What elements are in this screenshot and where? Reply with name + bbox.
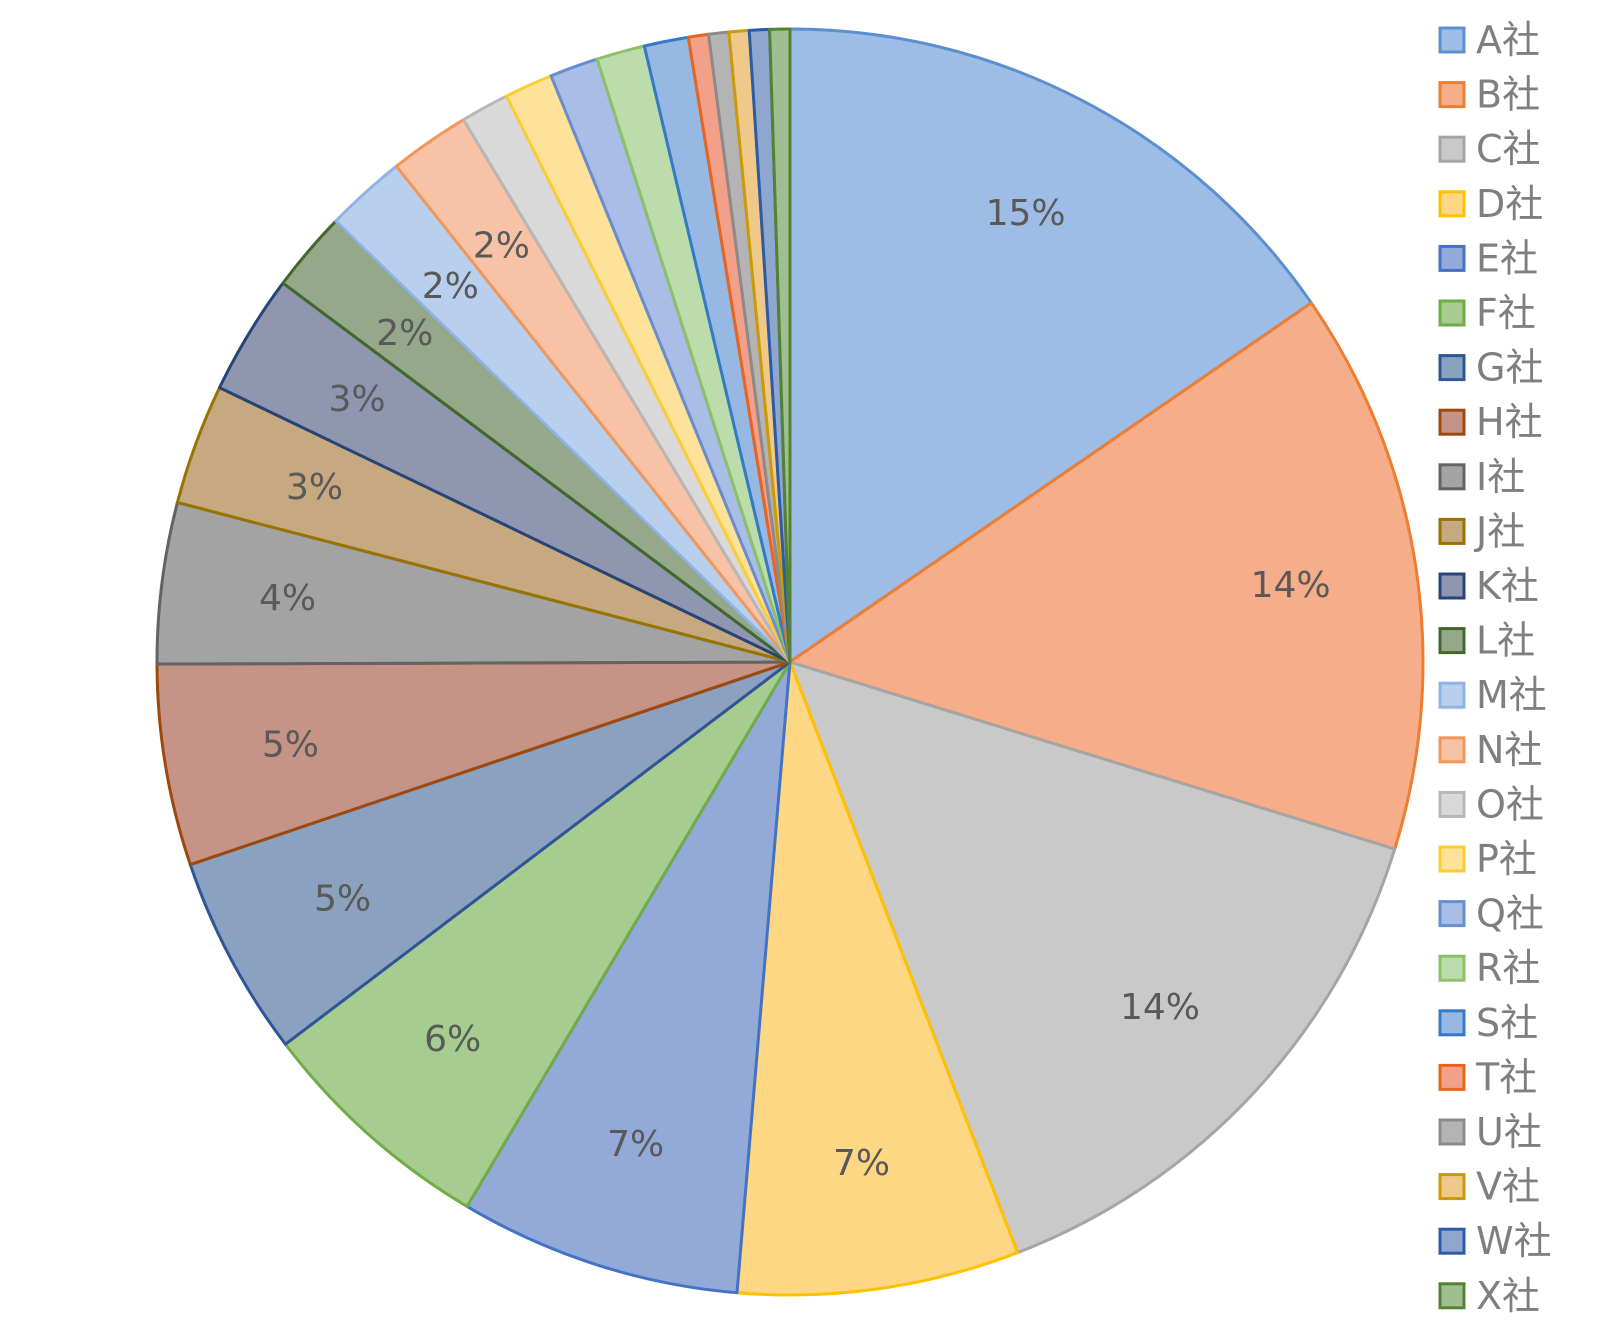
- legend-swatch: [1438, 681, 1466, 709]
- legend-swatch: [1438, 790, 1466, 818]
- legend-item-7: G社: [1438, 346, 1543, 390]
- legend-item-5: E社: [1438, 236, 1538, 280]
- legend-label: N社: [1476, 728, 1542, 772]
- pie-slice-4: [735, 660, 1020, 1297]
- legend-swatch: [1438, 736, 1466, 764]
- pie-slice-6: [283, 660, 792, 1208]
- legend-item-9: I社: [1438, 455, 1525, 499]
- pie-slice-24: [768, 27, 792, 664]
- legend-swatch: [1438, 572, 1466, 600]
- legend-label: P社: [1476, 837, 1537, 881]
- pie-slice-8: [155, 660, 792, 867]
- legend-item-1: A社: [1438, 18, 1540, 62]
- legend-label: J社: [1474, 509, 1525, 553]
- legend-label: Q社: [1476, 892, 1544, 936]
- data-label-1: 15%: [986, 193, 1066, 234]
- legend-swatch: [1438, 81, 1466, 109]
- legend-label: W社: [1476, 1219, 1552, 1263]
- data-label-6: 6%: [424, 1019, 481, 1060]
- legend-swatch: [1438, 299, 1466, 327]
- legend-item-13: M社: [1438, 673, 1547, 717]
- legend-item-2: B社: [1438, 73, 1540, 117]
- legend-item-18: R社: [1438, 946, 1540, 990]
- legend-label: F社: [1476, 291, 1536, 335]
- legend-swatch: [1438, 26, 1466, 54]
- legend-label: D社: [1476, 182, 1543, 226]
- pie-slice-1: [788, 27, 1313, 664]
- legend-swatch: [1438, 463, 1466, 491]
- data-label-3: 14%: [1120, 987, 1200, 1028]
- legend-item-17: Q社: [1438, 892, 1544, 936]
- legend: A社 B社 C社 D社 E社 F社 G社 H社 I社 J社 K社 L社 M社 N社 O社 P社 Q社 R社 S社 T社…: [1438, 18, 1552, 1318]
- legend-swatch: [1438, 845, 1466, 873]
- legend-item-22: V社: [1438, 1165, 1540, 1209]
- pie-data-labels: 15%14%14%7%7%6%5%5%4%3%3%2%2%2%: [259, 193, 1331, 1184]
- legend-swatch: [1438, 1009, 1466, 1037]
- pie-slices: [155, 27, 1425, 1297]
- legend-label: E社: [1476, 236, 1538, 280]
- legend-label: H社: [1476, 400, 1543, 444]
- legend-swatch: [1438, 1063, 1466, 1091]
- legend-item-6: F社: [1438, 291, 1536, 335]
- data-label-2: 14%: [1251, 565, 1331, 606]
- pie-slice-2: [788, 301, 1425, 851]
- legend-label: L社: [1476, 619, 1535, 663]
- legend-swatch: [1438, 1173, 1466, 1201]
- legend-swatch: [1438, 900, 1466, 928]
- data-label-4: 7%: [833, 1143, 890, 1184]
- pie-slice-3: [788, 660, 1397, 1255]
- data-label-12: 2%: [376, 313, 433, 354]
- data-label-11: 3%: [328, 379, 385, 420]
- legend-label: X社: [1476, 1274, 1540, 1318]
- legend-swatch: [1438, 354, 1466, 382]
- legend-label: G社: [1476, 346, 1543, 390]
- legend-label: V社: [1476, 1165, 1540, 1209]
- legend-label: K社: [1476, 564, 1539, 608]
- legend-item-20: T社: [1438, 1055, 1537, 1099]
- legend-label: I社: [1476, 455, 1525, 499]
- data-label-8: 5%: [262, 724, 319, 765]
- data-label-10: 3%: [286, 467, 343, 508]
- pie-slice-5: [465, 660, 792, 1295]
- legend-label: S社: [1476, 1001, 1538, 1045]
- legend-swatch: [1438, 1227, 1466, 1255]
- legend-item-16: P社: [1438, 837, 1537, 881]
- legend-item-11: K社: [1438, 564, 1539, 608]
- legend-swatch: [1438, 1118, 1466, 1146]
- legend-item-19: S社: [1438, 1001, 1538, 1045]
- data-label-5: 7%: [607, 1124, 664, 1165]
- legend-swatch: [1438, 517, 1466, 545]
- legend-item-24: X社: [1438, 1274, 1540, 1318]
- legend-item-14: N社: [1438, 728, 1542, 772]
- legend-swatch: [1438, 190, 1466, 218]
- legend-swatch: [1438, 1282, 1466, 1310]
- data-label-13: 2%: [422, 266, 479, 307]
- legend-item-15: O社: [1438, 782, 1544, 826]
- data-label-9: 4%: [259, 578, 316, 619]
- legend-swatch: [1438, 244, 1466, 272]
- legend-label: M社: [1476, 673, 1547, 717]
- legend-label: R社: [1476, 946, 1540, 990]
- data-label-14: 2%: [473, 225, 530, 266]
- legend-swatch: [1438, 954, 1466, 982]
- legend-item-23: W社: [1438, 1219, 1552, 1263]
- legend-swatch: [1438, 627, 1466, 655]
- legend-label: A社: [1476, 18, 1540, 62]
- legend-item-4: D社: [1438, 182, 1543, 226]
- legend-item-8: H社: [1438, 400, 1543, 444]
- legend-label: C社: [1476, 127, 1541, 171]
- legend-swatch: [1438, 408, 1466, 436]
- legend-item-10: J社: [1438, 509, 1525, 553]
- legend-item-12: L社: [1438, 619, 1535, 663]
- data-label-7: 5%: [314, 879, 371, 920]
- legend-label: O社: [1476, 782, 1544, 826]
- legend-swatch: [1438, 135, 1466, 163]
- legend-item-3: C社: [1438, 127, 1541, 171]
- legend-label: U社: [1476, 1110, 1542, 1154]
- pie-slice-7: [188, 660, 792, 1046]
- legend-label: B社: [1476, 73, 1540, 117]
- legend-item-21: U社: [1438, 1110, 1542, 1154]
- legend-label: T社: [1475, 1055, 1537, 1099]
